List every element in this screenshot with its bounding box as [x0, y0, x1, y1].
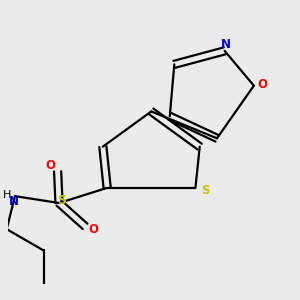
- Text: S: S: [57, 194, 66, 207]
- Text: N: N: [9, 195, 19, 208]
- Text: O: O: [257, 78, 267, 91]
- Text: O: O: [46, 159, 56, 172]
- Text: N: N: [221, 38, 231, 51]
- Text: O: O: [88, 223, 98, 236]
- Text: S: S: [202, 184, 210, 196]
- Text: H: H: [2, 190, 11, 200]
